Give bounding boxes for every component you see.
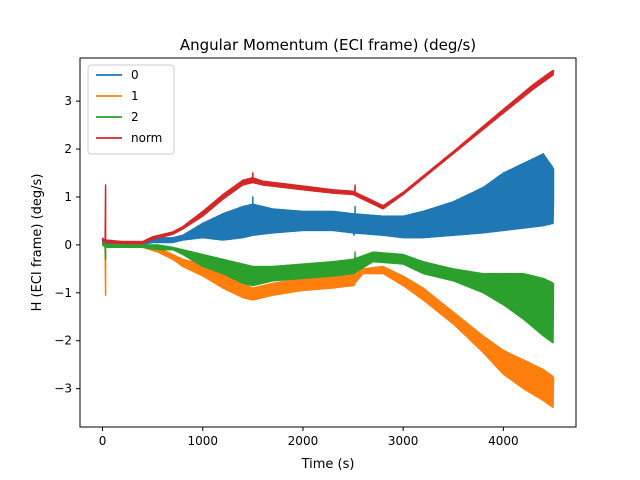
x-tick-label: 0: [99, 434, 107, 448]
legend: 0 1 2 norm: [87, 64, 175, 155]
y-axis-label: H (ECI frame) (deg/s): [30, 174, 45, 312]
y-tick-label: −2: [54, 334, 72, 348]
legend-box: [87, 64, 175, 155]
legend-label-2: 2: [131, 110, 139, 124]
x-tick-label: 2000: [288, 434, 319, 448]
series-1: [101, 242, 555, 409]
series-norm: [101, 69, 555, 245]
x-tick-label: 4000: [488, 434, 519, 448]
plot-frame: [79, 57, 577, 428]
series-layer: [101, 69, 555, 409]
series-line-2: [101, 242, 555, 344]
x-tick-label: 3000: [388, 434, 419, 448]
series-0: [101, 153, 555, 246]
series-line-norm: [101, 69, 555, 245]
y-tick-label: 3: [64, 94, 72, 108]
y-tick-label: 2: [64, 142, 72, 156]
series-line-1: [101, 242, 555, 409]
y-tick-label: 1: [64, 190, 72, 204]
series-line-0: [101, 153, 555, 246]
x-tick-label: 1000: [187, 434, 218, 448]
legend-label-norm: norm: [131, 131, 162, 145]
y-tick-label: 0: [64, 238, 72, 252]
legend-label-0: 0: [131, 68, 139, 82]
x-axis-label: Time (s): [301, 457, 355, 472]
x-axis: 0 1000 2000 3000 4000: [99, 427, 519, 448]
y-tick-label: −3: [54, 382, 72, 396]
y-axis: −3 −2 −1 0 1 2 3: [54, 94, 80, 396]
series-2: [101, 242, 555, 344]
legend-label-1: 1: [131, 89, 139, 103]
chart-title: Angular Momentum (ECI frame) (deg/s): [180, 36, 476, 54]
y-tick-label: −1: [54, 286, 72, 300]
